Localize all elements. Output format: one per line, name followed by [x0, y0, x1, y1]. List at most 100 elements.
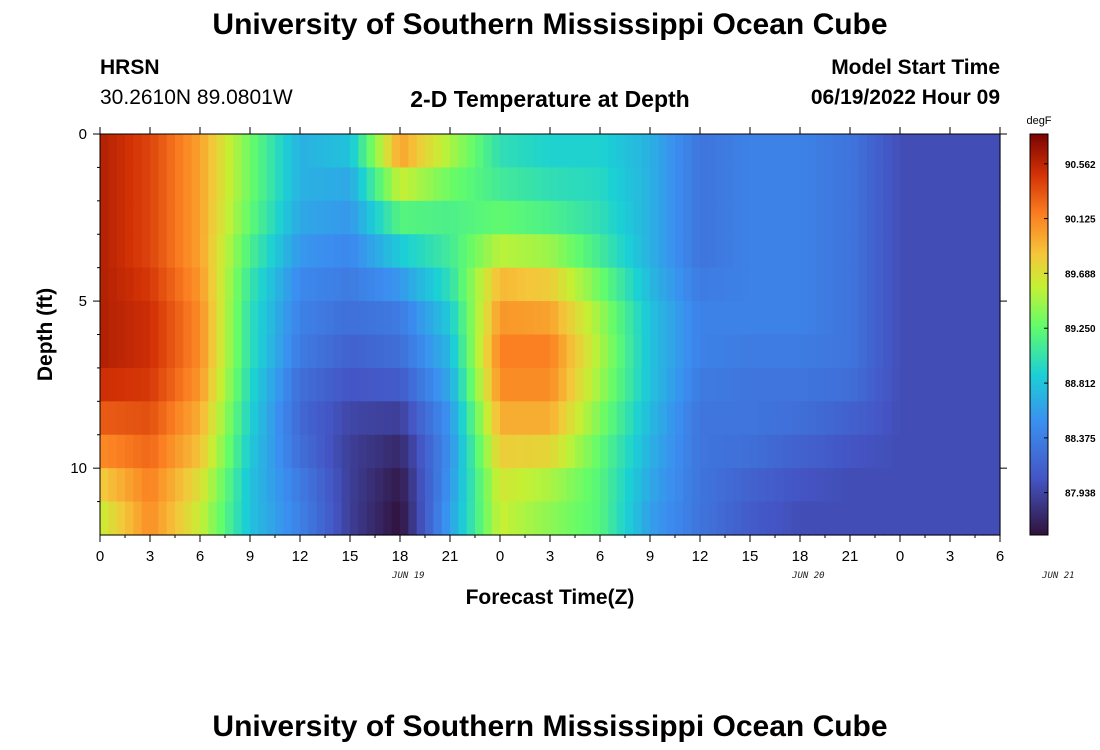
heatmap-cell: [641, 501, 651, 536]
heatmap-cell: [566, 434, 576, 469]
heatmap-cell: [708, 401, 718, 436]
heatmap-cell: [175, 334, 184, 369]
x-tick-label: 18: [392, 548, 409, 565]
heatmap-cell: [808, 134, 818, 169]
heatmap-cell: [733, 301, 743, 336]
heatmap-cell: [958, 167, 968, 202]
heatmap-cell: [108, 468, 118, 503]
heatmap-cell: [266, 134, 276, 169]
heatmap-cell: [375, 401, 384, 436]
heatmap-cell: [516, 501, 526, 536]
heatmap-cell: [558, 301, 568, 336]
heatmap-cell: [183, 167, 193, 202]
heatmap-cell: [291, 267, 301, 302]
heatmap-cell: [175, 301, 184, 336]
heatmap-cell: [483, 334, 493, 369]
heatmap-cell: [516, 468, 526, 503]
heatmap-cell: [941, 134, 951, 169]
heatmap-cell: [825, 434, 834, 469]
heatmap-cell: [175, 167, 184, 202]
heatmap-cell: [183, 200, 193, 235]
heatmap-cell: [283, 267, 293, 302]
heatmap-cell: [783, 134, 793, 169]
heatmap-cell: [808, 468, 818, 503]
heatmap-cell: [266, 501, 276, 536]
heatmap-cell: [191, 468, 201, 503]
heatmap-cell: [508, 134, 518, 169]
heatmap-cell: [208, 401, 218, 436]
x-date-label: JUN 20: [791, 571, 825, 581]
heatmap-cell: [525, 434, 534, 469]
heatmap-cell: [125, 434, 134, 469]
heatmap-cell: [983, 501, 993, 536]
heatmap-cell: [541, 134, 551, 169]
heatmap-cell: [366, 200, 376, 235]
heatmap-cell: [441, 434, 451, 469]
heatmap-cell: [408, 434, 418, 469]
heatmap-cell: [558, 501, 568, 536]
heatmap-cell: [575, 434, 584, 469]
heatmap-cell: [658, 367, 668, 402]
heatmap-cell: [716, 134, 726, 169]
heatmap-cell: [525, 167, 534, 202]
heatmap-cell: [483, 434, 493, 469]
heatmap-cell: [616, 401, 626, 436]
heatmap-cell: [675, 167, 684, 202]
heatmap-cell: [708, 267, 718, 302]
heatmap-cell: [708, 367, 718, 402]
heatmap-cell: [650, 468, 659, 503]
heatmap-cell: [350, 468, 359, 503]
heatmap-cell: [300, 468, 309, 503]
heatmap-cell: [450, 468, 459, 503]
heatmap-cell: [541, 301, 551, 336]
heatmap-cell: [850, 468, 859, 503]
heatmap-cell: [400, 134, 409, 169]
heatmap-cell: [891, 501, 901, 536]
x-tick-label: 21: [842, 548, 859, 565]
heatmap-cell: [550, 401, 559, 436]
heatmap-cell: [775, 301, 784, 336]
heatmap-cell: [433, 267, 443, 302]
heatmap-cell: [108, 167, 118, 202]
heatmap-cell: [150, 367, 159, 402]
heatmap-cell: [458, 234, 468, 269]
heatmap-cell: [150, 434, 159, 469]
heatmap-cell: [416, 267, 426, 302]
heatmap-cell: [600, 501, 609, 536]
heatmap-cell: [608, 434, 618, 469]
heatmap-cell: [316, 401, 326, 436]
heatmap-cell: [275, 234, 284, 269]
heatmap-cell: [575, 334, 584, 369]
heatmap-cell: [300, 267, 309, 302]
heatmap-cell: [783, 367, 793, 402]
heatmap-cell: [408, 501, 418, 536]
heatmap-cell: [583, 434, 593, 469]
heatmap-cell: [516, 367, 526, 402]
heatmap-cell: [108, 301, 118, 336]
heatmap-cell: [333, 200, 343, 235]
heatmap-cell: [458, 334, 468, 369]
heatmap-cell: [241, 167, 251, 202]
heatmap-cell: [875, 401, 884, 436]
heatmap-cell: [441, 267, 451, 302]
heatmap-cell: [666, 267, 676, 302]
heatmap-cell: [800, 468, 809, 503]
heatmap-cell: [900, 468, 909, 503]
heatmap-cell: [725, 234, 734, 269]
heatmap-cell: [966, 167, 976, 202]
heatmap-cell: [833, 267, 843, 302]
heatmap-cell: [616, 468, 626, 503]
heatmap-cell: [375, 134, 384, 169]
heatmap-cell: [341, 334, 351, 369]
heatmap-cell: [883, 134, 893, 169]
heatmap-cell: [241, 134, 251, 169]
heatmap-cell: [425, 167, 434, 202]
heatmap-cell: [791, 267, 801, 302]
colorbar-label: 90.562: [1065, 160, 1096, 171]
heatmap-cell: [133, 334, 143, 369]
heatmap-cell: [966, 367, 976, 402]
heatmap-cell: [116, 234, 126, 269]
heatmap-cell: [766, 167, 776, 202]
heatmap-cell: [583, 367, 593, 402]
heatmap-cell: [666, 401, 676, 436]
